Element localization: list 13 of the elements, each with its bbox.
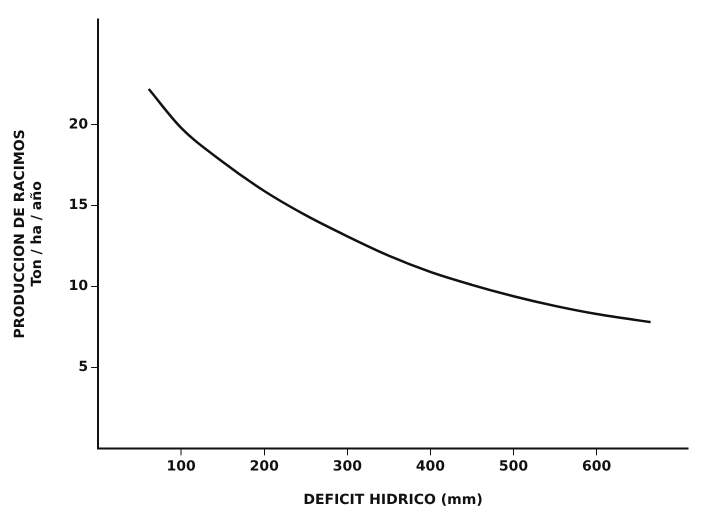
y-axis-title: PRODUCCION DE RACIMOS Ton / ha / año: [12, 129, 45, 339]
y-tick-label: 10: [68, 278, 88, 294]
y-tick-label: 20: [68, 116, 88, 132]
x-tick-label: 600: [582, 458, 612, 474]
x-tick-label: 400: [416, 458, 446, 474]
x-tick-label: 100: [166, 458, 196, 474]
y-tick-label: 15: [68, 197, 88, 214]
x-tick-label: 300: [332, 458, 362, 474]
x-tick-label: 500: [498, 458, 528, 474]
x-tick-label: 200: [250, 458, 280, 474]
x-axis-title: DEFICIT HIDRICO (mm): [303, 492, 483, 508]
y-tick-label: 5: [78, 359, 88, 376]
line-series: [148, 88, 652, 324]
